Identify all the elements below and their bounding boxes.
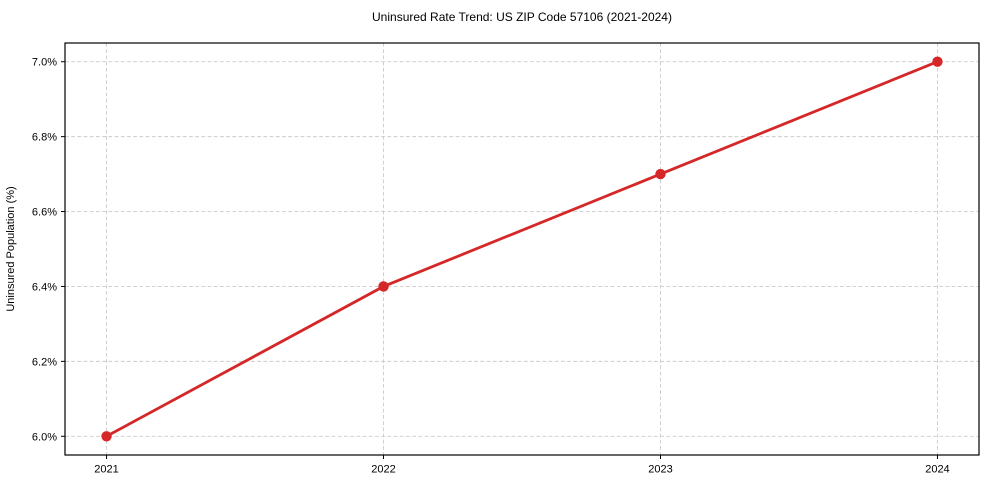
x-tick-label: 2021 — [94, 464, 118, 476]
data-point-2024 — [932, 56, 943, 67]
x-tick-label: 2022 — [371, 464, 395, 476]
series-uninsured-rate — [101, 56, 943, 442]
x-tick-label: 2024 — [925, 464, 949, 476]
data-point-2021 — [101, 431, 112, 442]
y-tick-label: 6.6% — [32, 207, 57, 219]
axis-tick-labels: 6.0% 6.2% 6.4% 6.6% 6.8% 7.0% 2021 2022 2023 2024 — [32, 57, 950, 476]
axis-ticks — [61, 61, 938, 459]
y-tick-label: 6.4% — [32, 281, 57, 293]
data-point-2023 — [655, 168, 666, 180]
x-tick-label: 2023 — [648, 464, 672, 476]
y-axis-label: Uninsured Population (%) — [5, 186, 17, 311]
data-point-2022 — [378, 281, 389, 292]
gridlines — [65, 43, 979, 455]
y-tick-label: 7.0% — [32, 57, 57, 69]
y-tick-label: 6.8% — [32, 132, 57, 144]
chart-title: Uninsured Rate Trend: US ZIP Code 57106 … — [372, 10, 672, 24]
trend-line — [105, 60, 939, 438]
plot-border — [64, 42, 980, 456]
y-tick-label: 6.0% — [32, 431, 57, 443]
y-tick-label: 6.2% — [32, 356, 57, 368]
